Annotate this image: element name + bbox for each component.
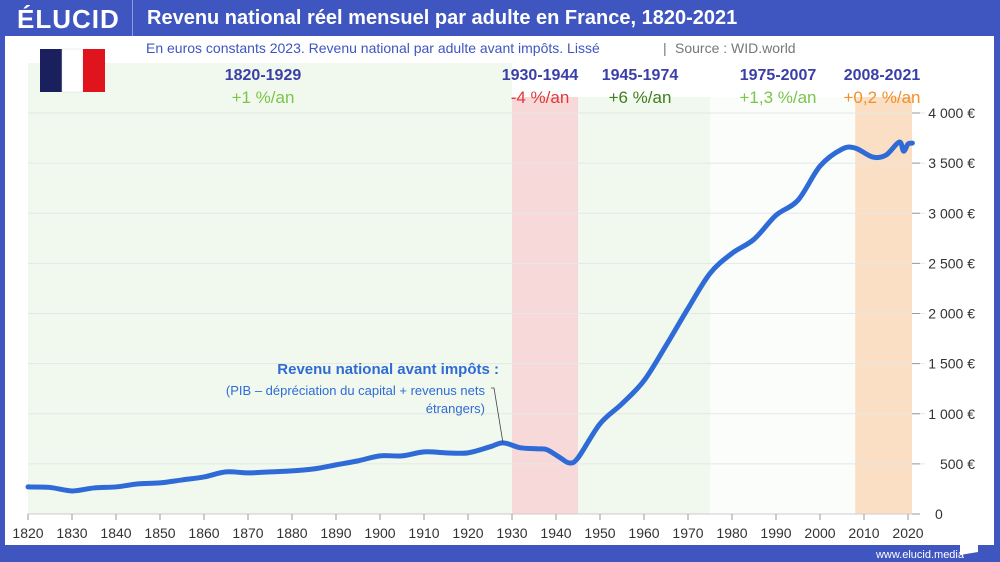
annotation-line2: étrangers) [426,401,485,416]
period-label: 1975-2007 [740,67,817,84]
y-tick-label: 3 000 € [928,205,975,221]
period-label: 1820-1929 [225,67,302,84]
period-rate: +1 %/an [232,88,295,107]
x-tick-label: 1850 [144,525,175,541]
x-tick-label: 1890 [320,525,351,541]
elucid-logo: ÉLUCID [17,4,120,34]
separator: | [663,40,667,56]
x-tick-label: 1910 [408,525,439,541]
annotation-line1: (PIB – dépréciation du capital + revenus… [226,383,486,398]
x-tick-label: 1950 [584,525,615,541]
x-tick-label: 1940 [540,525,571,541]
x-tick-label: 1920 [452,525,483,541]
x-tick-label: 1960 [628,525,659,541]
x-tick-label: 2020 [892,525,923,541]
x-tick-label: 1880 [276,525,307,541]
footer-url[interactable]: www.elucid.media [875,549,964,561]
france-flag-icon [40,48,105,93]
period-band [855,97,912,514]
chart-subtitle: En euros constants 2023. Revenu national… [146,40,600,56]
x-tick-label: 1980 [716,525,747,541]
period-rate: +0,2 %/an [843,88,920,107]
period-band [512,97,578,514]
y-tick-label: 0 [935,506,943,522]
chart-source: Source : WID.world [675,40,796,56]
annotation-leader [491,387,504,444]
period-rate: +1,3 %/an [739,88,816,107]
x-tick-label: 1900 [364,525,395,541]
y-tick-label: 1 500 € [928,356,975,372]
y-tick-label: 500 € [940,456,975,472]
y-tick-label: 2 000 € [928,306,975,322]
x-tick-label: 1840 [100,525,131,541]
x-tick-label: 1930 [496,525,527,541]
x-tick-label: 1870 [232,525,263,541]
period-rate: +6 %/an [609,88,672,107]
header-divider [132,0,133,36]
x-tick-label: 1970 [672,525,703,541]
x-tick-label: 2000 [804,525,835,541]
x-tick-label: 1820 [12,525,43,541]
period-band [28,63,512,514]
elucid-mark-icon [960,540,978,555]
annotation-title: Revenu national avant impôts : [277,361,499,378]
page-title: Revenu national réel mensuel par adulte … [147,7,738,29]
period-label: 1930-1944 [502,67,579,84]
y-tick-label: 3 500 € [928,155,975,171]
x-tick-label: 1990 [760,525,791,541]
x-tick-label: 1830 [56,525,87,541]
y-tick-label: 1 000 € [928,406,975,422]
y-tick-label: 4 000 € [928,105,975,121]
period-rate: -4 %/an [511,88,570,107]
y-tick-label: 2 500 € [928,255,975,271]
period-band [710,97,856,514]
series-line [25,139,915,494]
period-label: 2008-2021 [844,67,921,84]
period-label: 1945-1974 [602,67,679,84]
x-tick-label: 2010 [848,525,879,541]
x-tick-label: 1860 [188,525,219,541]
